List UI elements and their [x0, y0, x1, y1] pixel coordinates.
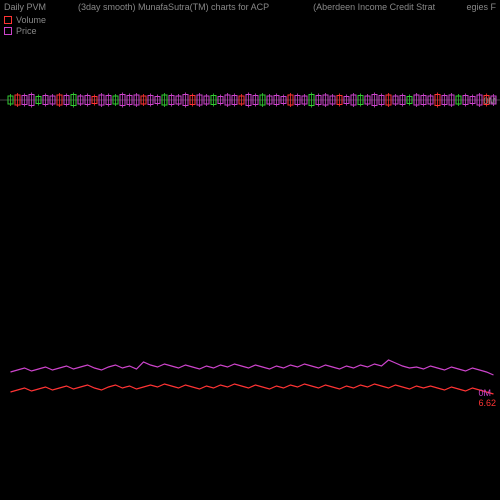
chart-legend: Volume Price [0, 14, 500, 36]
header-mid1: (3day smooth) MunafaSutra(TM) charts for… [78, 2, 269, 12]
price-line-chart [0, 330, 500, 450]
price-axis-label: 0M 6.62 [478, 388, 496, 408]
header-left: Daily PVM [4, 2, 46, 12]
legend-price: Price [4, 25, 496, 36]
legend-volume-label: Volume [16, 15, 46, 25]
volume-axis-label: 0M [483, 96, 496, 106]
volume-candlestick-chart [0, 60, 500, 140]
header-right: egies F [466, 2, 496, 12]
chart-header: Daily PVM (3day smooth) MunafaSutra(TM) … [0, 0, 500, 14]
legend-price-label: Price [16, 26, 37, 36]
legend-volume: Volume [4, 14, 496, 25]
legend-price-swatch [4, 27, 12, 35]
legend-volume-swatch [4, 16, 12, 24]
header-mid2: (Aberdeen Income Credit Strat [313, 2, 435, 12]
